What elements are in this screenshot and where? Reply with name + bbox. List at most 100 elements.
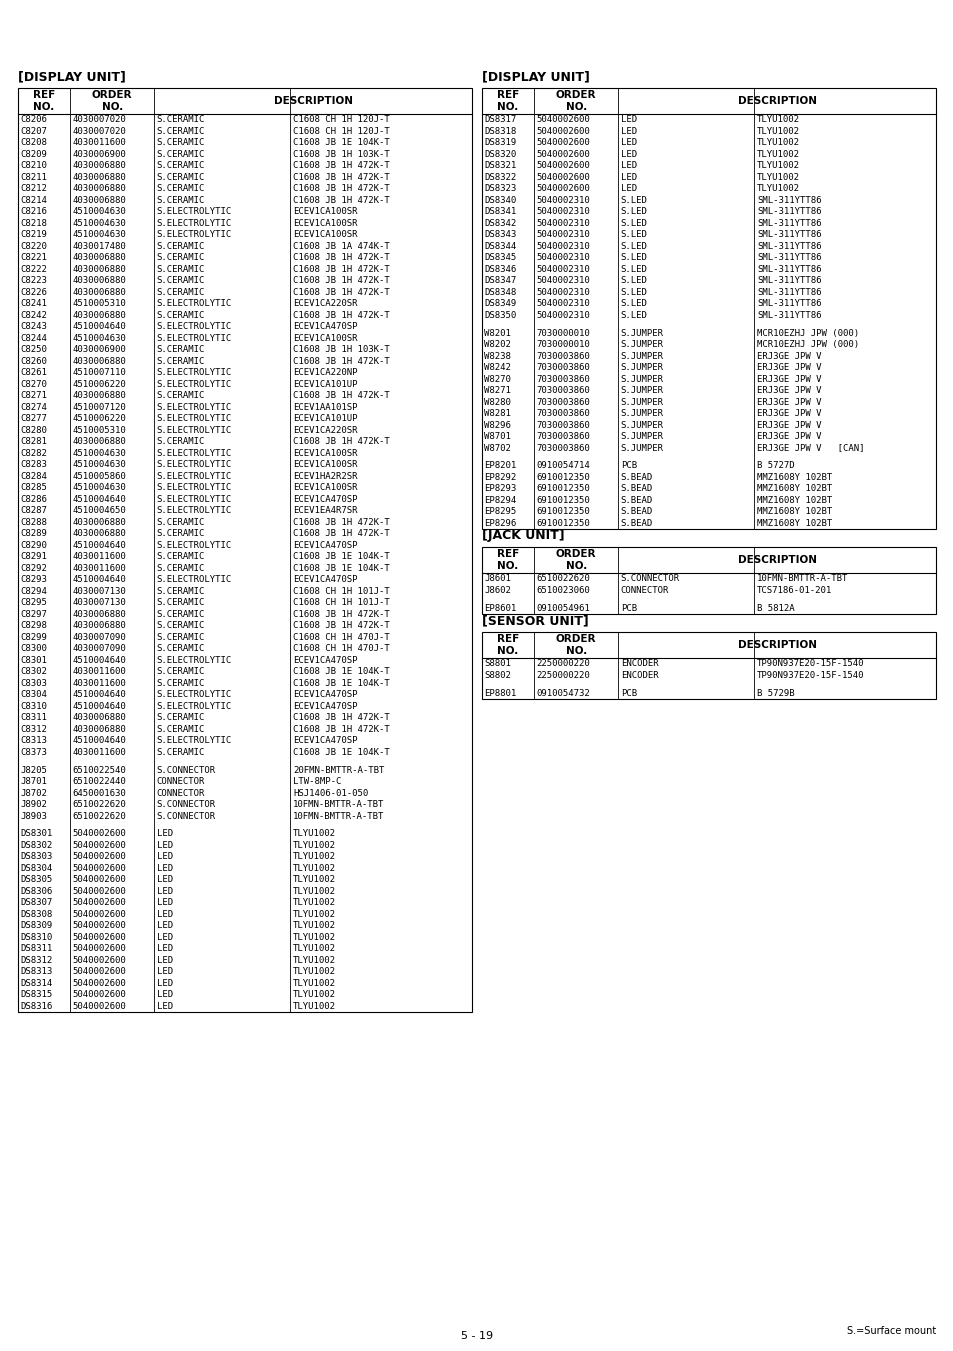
- Text: S.CERAMIC: S.CERAMIC: [156, 253, 205, 262]
- Text: B 5812A: B 5812A: [756, 604, 794, 613]
- Text: EP8296: EP8296: [484, 519, 517, 528]
- Text: 5040002310: 5040002310: [537, 207, 590, 216]
- Text: S.JUMPER: S.JUMPER: [620, 386, 663, 394]
- Text: S.ELECTROLYTIC: S.ELECTROLYTIC: [156, 230, 232, 239]
- Text: 4030007090: 4030007090: [72, 644, 127, 654]
- Text: W8270: W8270: [484, 374, 511, 384]
- Text: ECEV1CA470SP: ECEV1CA470SP: [293, 323, 357, 331]
- Text: TLYU1002: TLYU1002: [756, 127, 799, 135]
- Text: 4510004630: 4510004630: [72, 334, 127, 343]
- Text: DS8301: DS8301: [20, 830, 52, 839]
- Text: C8210: C8210: [20, 161, 48, 170]
- Text: 4030006900: 4030006900: [72, 150, 127, 159]
- Text: 5040002600: 5040002600: [72, 875, 127, 885]
- Text: MCR10EZHJ JPW (000): MCR10EZHJ JPW (000): [756, 340, 858, 349]
- Text: J8601: J8601: [484, 574, 511, 584]
- Text: C8304: C8304: [20, 690, 48, 700]
- Text: MMZ1608Y 102BT: MMZ1608Y 102BT: [756, 473, 831, 482]
- Text: 5 - 19: 5 - 19: [460, 1331, 493, 1342]
- Text: ERJ3GE JPW V: ERJ3GE JPW V: [756, 420, 821, 430]
- Text: W8238: W8238: [484, 351, 511, 361]
- Text: SML-311YTT86: SML-311YTT86: [756, 265, 821, 274]
- Text: 20FMN-BMTTR-A-TBT: 20FMN-BMTTR-A-TBT: [293, 766, 384, 774]
- Text: 4030006880: 4030006880: [72, 517, 127, 527]
- Text: 4510004630: 4510004630: [72, 230, 127, 239]
- Text: ECEV1CA100SR: ECEV1CA100SR: [293, 219, 357, 228]
- Text: C1608 JB 1E 104K-T: C1608 JB 1E 104K-T: [293, 553, 389, 561]
- Bar: [481, 547, 935, 613]
- Text: C8244: C8244: [20, 334, 48, 343]
- Text: 5040002600: 5040002600: [72, 967, 127, 977]
- Text: 6510022620: 6510022620: [537, 574, 590, 584]
- Text: EP8801: EP8801: [484, 689, 517, 697]
- Text: 5040002600: 5040002600: [72, 990, 127, 1000]
- Text: DS8341: DS8341: [484, 207, 517, 216]
- Text: S.CONNECTOR: S.CONNECTOR: [620, 574, 679, 584]
- Text: C8207: C8207: [20, 127, 48, 135]
- Text: ECEV1CA101UP: ECEV1CA101UP: [293, 415, 357, 423]
- Text: 4030006880: 4030006880: [72, 530, 127, 538]
- Text: S.ELECTROLYTIC: S.ELECTROLYTIC: [156, 449, 232, 458]
- Text: LED: LED: [156, 886, 172, 896]
- Text: C8297: C8297: [20, 609, 48, 619]
- Text: C8302: C8302: [20, 667, 48, 677]
- Text: DS8343: DS8343: [484, 230, 517, 239]
- Text: S.CERAMIC: S.CERAMIC: [156, 553, 205, 561]
- Text: 5040002310: 5040002310: [537, 219, 590, 228]
- Text: S8802: S8802: [484, 670, 511, 680]
- Text: 5040002600: 5040002600: [72, 1002, 127, 1011]
- Text: J8205: J8205: [20, 766, 48, 774]
- Text: S.ELECTROLYTIC: S.ELECTROLYTIC: [156, 403, 232, 412]
- Text: 5040002310: 5040002310: [537, 276, 590, 285]
- Text: C1608 JB 1E 104K-T: C1608 JB 1E 104K-T: [293, 138, 389, 147]
- Text: 4030006880: 4030006880: [72, 288, 127, 297]
- Text: ERJ3GE JPW V: ERJ3GE JPW V: [756, 386, 821, 394]
- Text: C8274: C8274: [20, 403, 48, 412]
- Text: [DISPLAY UNIT]: [DISPLAY UNIT]: [481, 70, 589, 82]
- Text: C8209: C8209: [20, 150, 48, 159]
- Text: 4030006880: 4030006880: [72, 621, 127, 631]
- Text: CONNECTOR: CONNECTOR: [156, 789, 205, 797]
- Text: PCB: PCB: [620, 689, 637, 697]
- Text: S.JUMPER: S.JUMPER: [620, 420, 663, 430]
- Bar: [18, 88, 472, 1012]
- Text: S.ELECTROLYTIC: S.ELECTROLYTIC: [156, 540, 232, 550]
- Text: DESCRIPTION: DESCRIPTION: [274, 96, 353, 105]
- Text: S.ELECTROLYTIC: S.ELECTROLYTIC: [156, 655, 232, 665]
- Text: DS8349: DS8349: [484, 300, 517, 308]
- Text: TP90N937E20-15F-1540: TP90N937E20-15F-1540: [756, 670, 863, 680]
- Text: 4510006220: 4510006220: [72, 415, 127, 423]
- Text: ERJ3GE JPW V: ERJ3GE JPW V: [756, 397, 821, 407]
- Text: SML-311YTT86: SML-311YTT86: [756, 288, 821, 297]
- Text: C1608 JB 1E 104K-T: C1608 JB 1E 104K-T: [293, 667, 389, 677]
- Text: ORDER
NO.: ORDER NO.: [91, 91, 132, 112]
- Text: S.CERAMIC: S.CERAMIC: [156, 392, 205, 400]
- Text: 5040002310: 5040002310: [537, 311, 590, 320]
- Text: 0910054961: 0910054961: [537, 604, 590, 613]
- Text: 5040002600: 5040002600: [72, 898, 127, 908]
- Text: S.LED: S.LED: [620, 230, 647, 239]
- Text: S.CERAMIC: S.CERAMIC: [156, 138, 205, 147]
- Text: W8202: W8202: [484, 340, 511, 349]
- Text: S.CERAMIC: S.CERAMIC: [156, 644, 205, 654]
- Text: C8277: C8277: [20, 415, 48, 423]
- Text: 4030011600: 4030011600: [72, 678, 127, 688]
- Text: SML-311YTT86: SML-311YTT86: [756, 230, 821, 239]
- Text: DS8314: DS8314: [20, 979, 52, 988]
- Text: TLYU1002: TLYU1002: [293, 830, 335, 839]
- Text: DS8315: DS8315: [20, 990, 52, 1000]
- Text: S.ELECTROLYTIC: S.ELECTROLYTIC: [156, 219, 232, 228]
- Text: 5040002600: 5040002600: [72, 886, 127, 896]
- Text: S.BEAD: S.BEAD: [620, 508, 652, 516]
- Text: C1608 JB 1E 104K-T: C1608 JB 1E 104K-T: [293, 678, 389, 688]
- Text: 4510005860: 4510005860: [72, 471, 127, 481]
- Text: DS8348: DS8348: [484, 288, 517, 297]
- Text: 7030003860: 7030003860: [537, 420, 590, 430]
- Text: 4030006880: 4030006880: [72, 392, 127, 400]
- Text: ERJ3GE JPW V: ERJ3GE JPW V: [756, 432, 821, 440]
- Text: S.JUMPER: S.JUMPER: [620, 328, 663, 338]
- Text: S.BEAD: S.BEAD: [620, 496, 652, 505]
- Text: 6910012350: 6910012350: [537, 519, 590, 528]
- Text: EP8201: EP8201: [484, 462, 517, 470]
- Text: 4510004630: 4510004630: [72, 449, 127, 458]
